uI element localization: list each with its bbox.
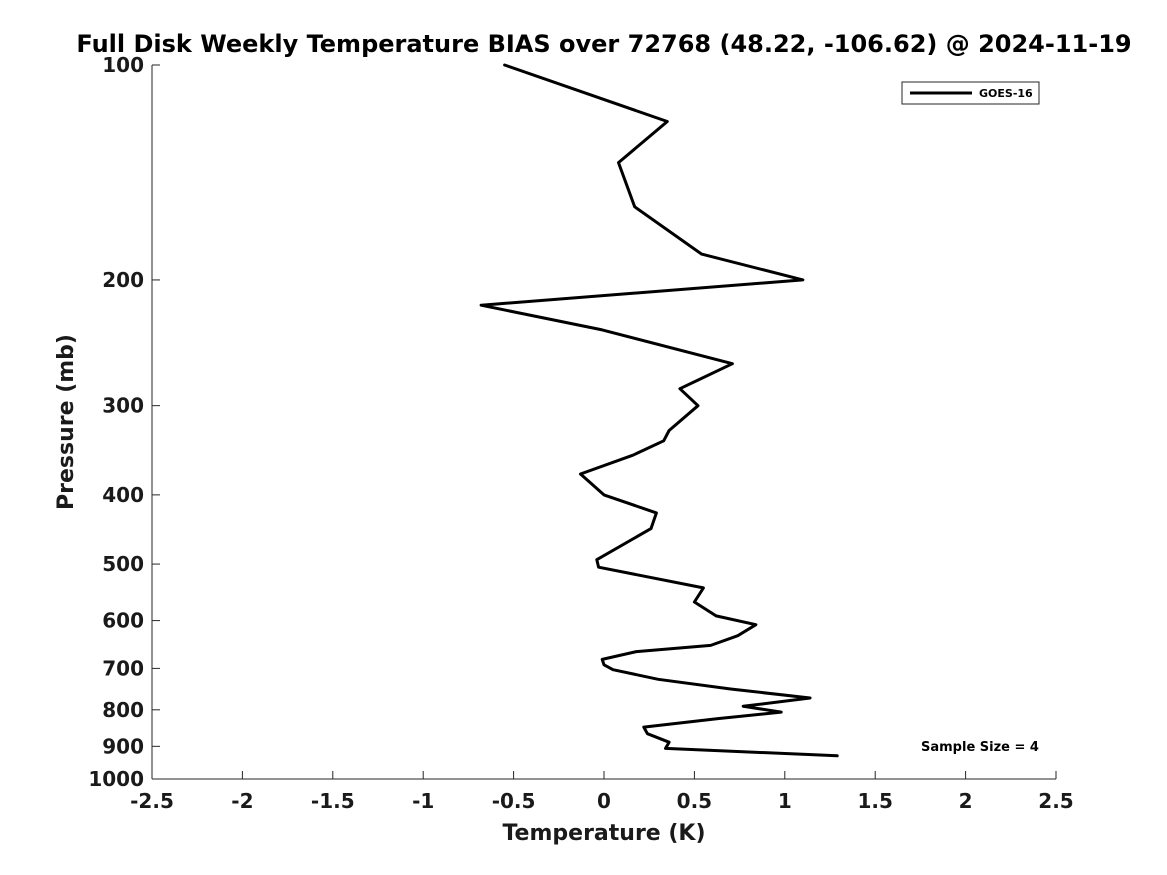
legend-label: GOES-16 — [979, 87, 1033, 100]
y-tick-label: 600 — [102, 609, 144, 633]
x-tick-label: -1 — [412, 789, 434, 813]
y-axis-label: Pressure (mb) — [54, 334, 79, 510]
y-tick-label: 900 — [102, 734, 144, 758]
y-tick-label: 700 — [102, 656, 144, 680]
y-tick-label: 300 — [102, 394, 144, 418]
series-line-goes-16 — [479, 63, 839, 758]
x-tick-label: 1 — [778, 789, 792, 813]
sample-size-annotation: Sample Size = 4 — [921, 740, 1039, 755]
y-tick-label: 1000 — [88, 767, 144, 791]
axes — [151, 65, 1056, 780]
x-tick-label: -2 — [231, 789, 253, 813]
series-group — [479, 63, 839, 758]
y-tick-label: 200 — [102, 268, 144, 292]
y-tick-label: 800 — [102, 698, 144, 722]
x-axis-label: Temperature (K) — [502, 821, 705, 846]
x-tick-label: 2.5 — [1038, 789, 1073, 813]
x-tick-label: -0.5 — [492, 789, 536, 813]
x-tick-label: 2 — [959, 789, 973, 813]
y-tick-label: 400 — [102, 483, 144, 507]
chart-title: Full Disk Weekly Temperature BIAS over 7… — [76, 30, 1131, 58]
x-tick-label: 0 — [597, 789, 611, 813]
x-tick-label: -2.5 — [130, 789, 174, 813]
x-tick-label: -1.5 — [311, 789, 355, 813]
y-tick-label: 100 — [102, 53, 144, 77]
y-ticks: 100 200 300 400 500 600 700 800 900 1000 — [88, 53, 160, 791]
legend: GOES-16 — [901, 81, 1040, 105]
x-tick-label: 1.5 — [857, 789, 892, 813]
x-tick-label: 0.5 — [677, 789, 712, 813]
x-ticks: -2.5 -2 -1.5 -1 -0.5 0 0.5 1 1.5 2 2.5 — [130, 771, 1074, 813]
y-tick-label: 500 — [102, 552, 144, 576]
